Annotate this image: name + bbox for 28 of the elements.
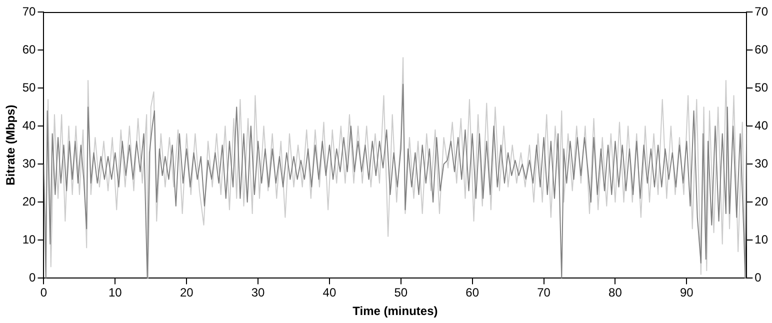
x-tick-label: 80 — [608, 286, 622, 300]
x-tick-label: 90 — [680, 286, 694, 300]
y-tick-label: 50 — [22, 80, 36, 94]
y-tick-label: 0 — [29, 270, 36, 285]
y2-tick-label: 70 — [754, 4, 768, 18]
y-tick-label: 60 — [22, 42, 36, 56]
y2-tick-label: 40 — [754, 118, 768, 132]
x-tick-label: 50 — [394, 286, 408, 300]
x-axis-title: Time (minutes) — [352, 304, 438, 318]
y2-tick-label: 0 — [754, 270, 762, 285]
x-tick-label: 70 — [537, 286, 551, 300]
y-axis-title: Bitrate (Mbps) — [4, 104, 18, 186]
y-tick-label: 70 — [22, 4, 36, 18]
y2-tick-label: 60 — [754, 42, 768, 56]
x-tick-label: 30 — [251, 286, 266, 300]
x-tick-label: 60 — [466, 286, 480, 300]
y-tick-label: 10 — [22, 232, 36, 246]
y2-tick-label: 50 — [754, 80, 768, 94]
y2-tick-label: 20 — [754, 194, 768, 208]
y-tick-label: 20 — [22, 194, 36, 208]
x-tick-label: 20 — [180, 286, 194, 300]
y2-tick-label: 30 — [754, 156, 768, 170]
x-tick-label: 40 — [322, 286, 336, 300]
x-tick-label: 10 — [108, 286, 122, 300]
y-tick-label: 40 — [22, 118, 36, 132]
y-tick-label: 30 — [22, 156, 36, 170]
y2-tick-label: 10 — [754, 232, 768, 246]
x-tick-label: 0 — [40, 286, 48, 300]
